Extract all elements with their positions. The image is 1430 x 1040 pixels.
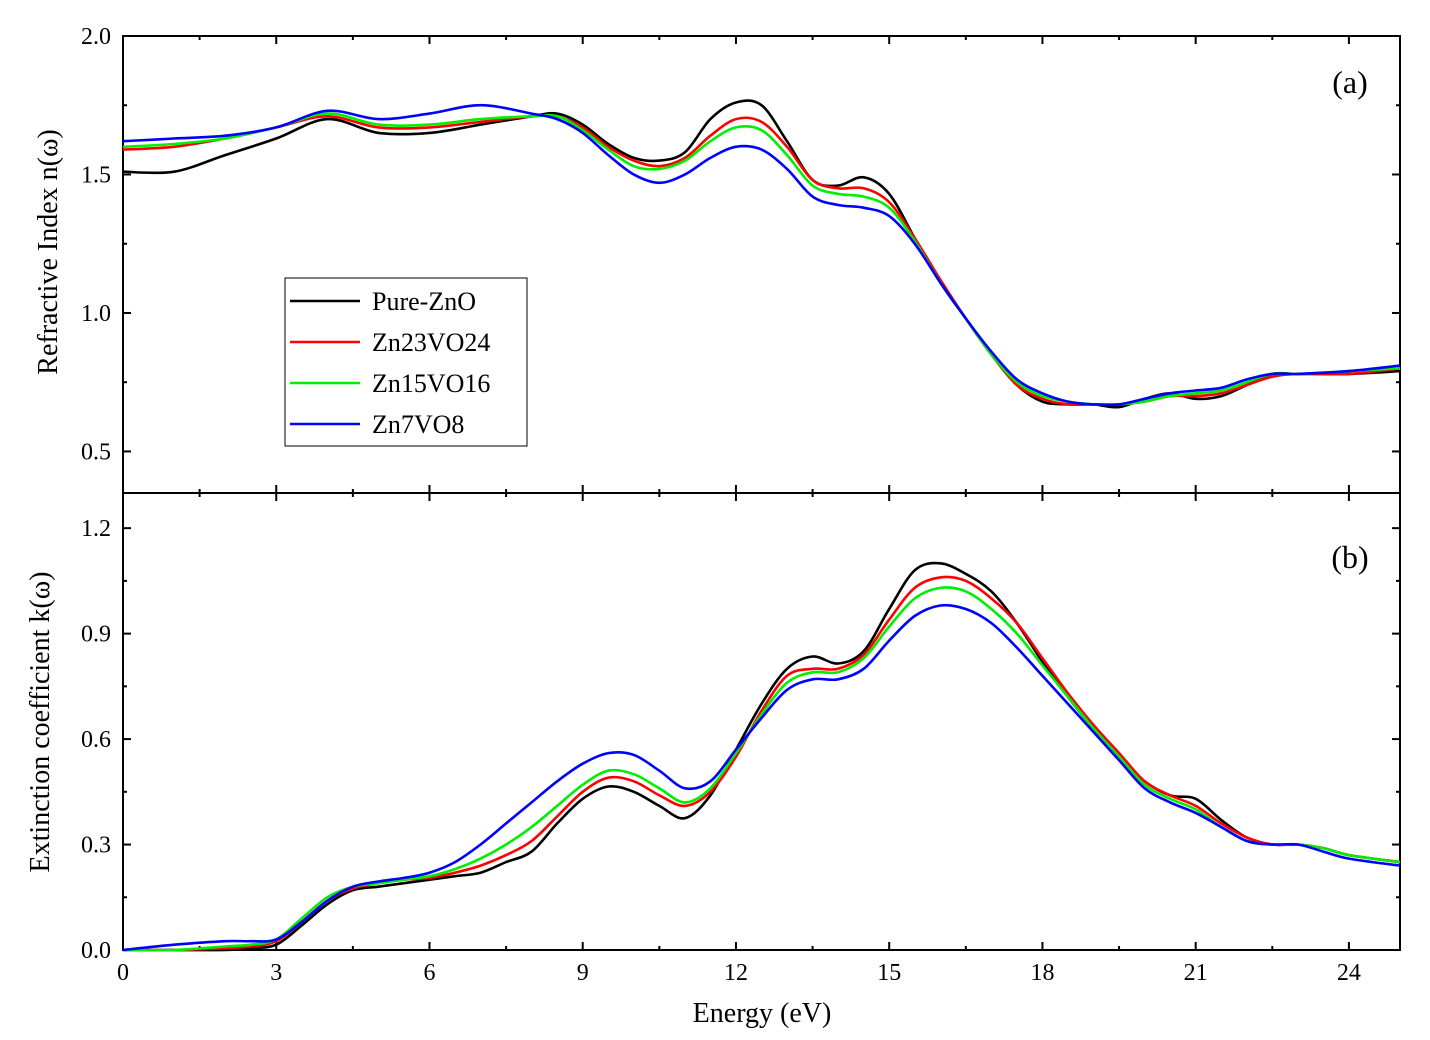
y-tick-label: 0.0 <box>81 938 111 964</box>
legend-label: Zn7VO8 <box>372 410 464 439</box>
series-line-zn7vo8 <box>122 103 1401 407</box>
legend-box <box>284 277 528 447</box>
panel-a-series-lines <box>122 99 1401 409</box>
panel-a-ticks: 0.5 1.0 1.5 2.0 <box>81 24 1400 493</box>
y-tick-label: 0.3 <box>81 833 111 859</box>
x-axis-title: Energy (eV) <box>693 998 832 1029</box>
y-tick-label: 1.0 <box>81 301 111 327</box>
x-tick-label: 6 <box>423 960 435 986</box>
x-tick-label: 21 <box>1184 960 1208 986</box>
x-tick-label: 3 <box>270 960 282 986</box>
panel-b-tag: (b) <box>1331 539 1368 575</box>
legend: Pure-ZnO Zn23VO24 Zn15VO16 Zn7VO8 <box>284 277 528 447</box>
legend-label: Pure-ZnO <box>372 287 476 316</box>
y-tick-label: 2.0 <box>81 24 111 50</box>
y-tick-label: 0.5 <box>81 439 111 465</box>
series-line-zn23vo24 <box>122 575 1401 952</box>
panel-a-y-axis-title: Refractive Index n(ω) <box>33 129 64 374</box>
series-line-zn15vo16 <box>122 586 1401 952</box>
x-tick-label: 0 <box>117 960 129 986</box>
series-line-zn7vo8 <box>122 603 1401 952</box>
legend-label: Zn15VO16 <box>372 369 490 398</box>
panel-b-y-axis-title: Extinction coefficient k(ω) <box>25 572 56 873</box>
x-tick-label: 12 <box>724 960 748 986</box>
x-tick-label: 9 <box>577 960 589 986</box>
y-tick-label: 1.2 <box>81 516 111 542</box>
panel-a-tag: (a) <box>1332 64 1368 100</box>
legend-items: Pure-ZnO Zn23VO24 Zn15VO16 Zn7VO8 <box>290 287 490 439</box>
legend-label: Zn23VO24 <box>372 328 490 357</box>
y-tick-label: 0.6 <box>81 727 111 753</box>
panel-b-frame <box>122 492 1401 951</box>
panel-a-refractive-index: 0.5 1.0 1.5 2.0 (a) Refractive Index n(ω) P… <box>33 24 1401 494</box>
panel-b-extinction-coefficient: 0 3 6 9 12 15 18 21 24 0.0 0.3 0.6 0.9 1.2 (b) Extinc… <box>25 492 1401 1029</box>
x-tick-label: 24 <box>1337 960 1361 986</box>
x-tick-label: 18 <box>1030 960 1054 986</box>
x-tick-label: 15 <box>877 960 901 986</box>
series-line-pure-zno <box>122 561 1401 952</box>
series-line-zn15vo16 <box>122 112 1401 406</box>
panel-b-series-lines <box>122 561 1401 952</box>
y-tick-label: 0.9 <box>81 622 111 648</box>
y-tick-label: 1.5 <box>81 162 111 188</box>
panel-b-ticks: 0 3 6 9 12 15 18 21 24 0.0 0.3 0.6 0.9 1.2 <box>81 493 1400 986</box>
